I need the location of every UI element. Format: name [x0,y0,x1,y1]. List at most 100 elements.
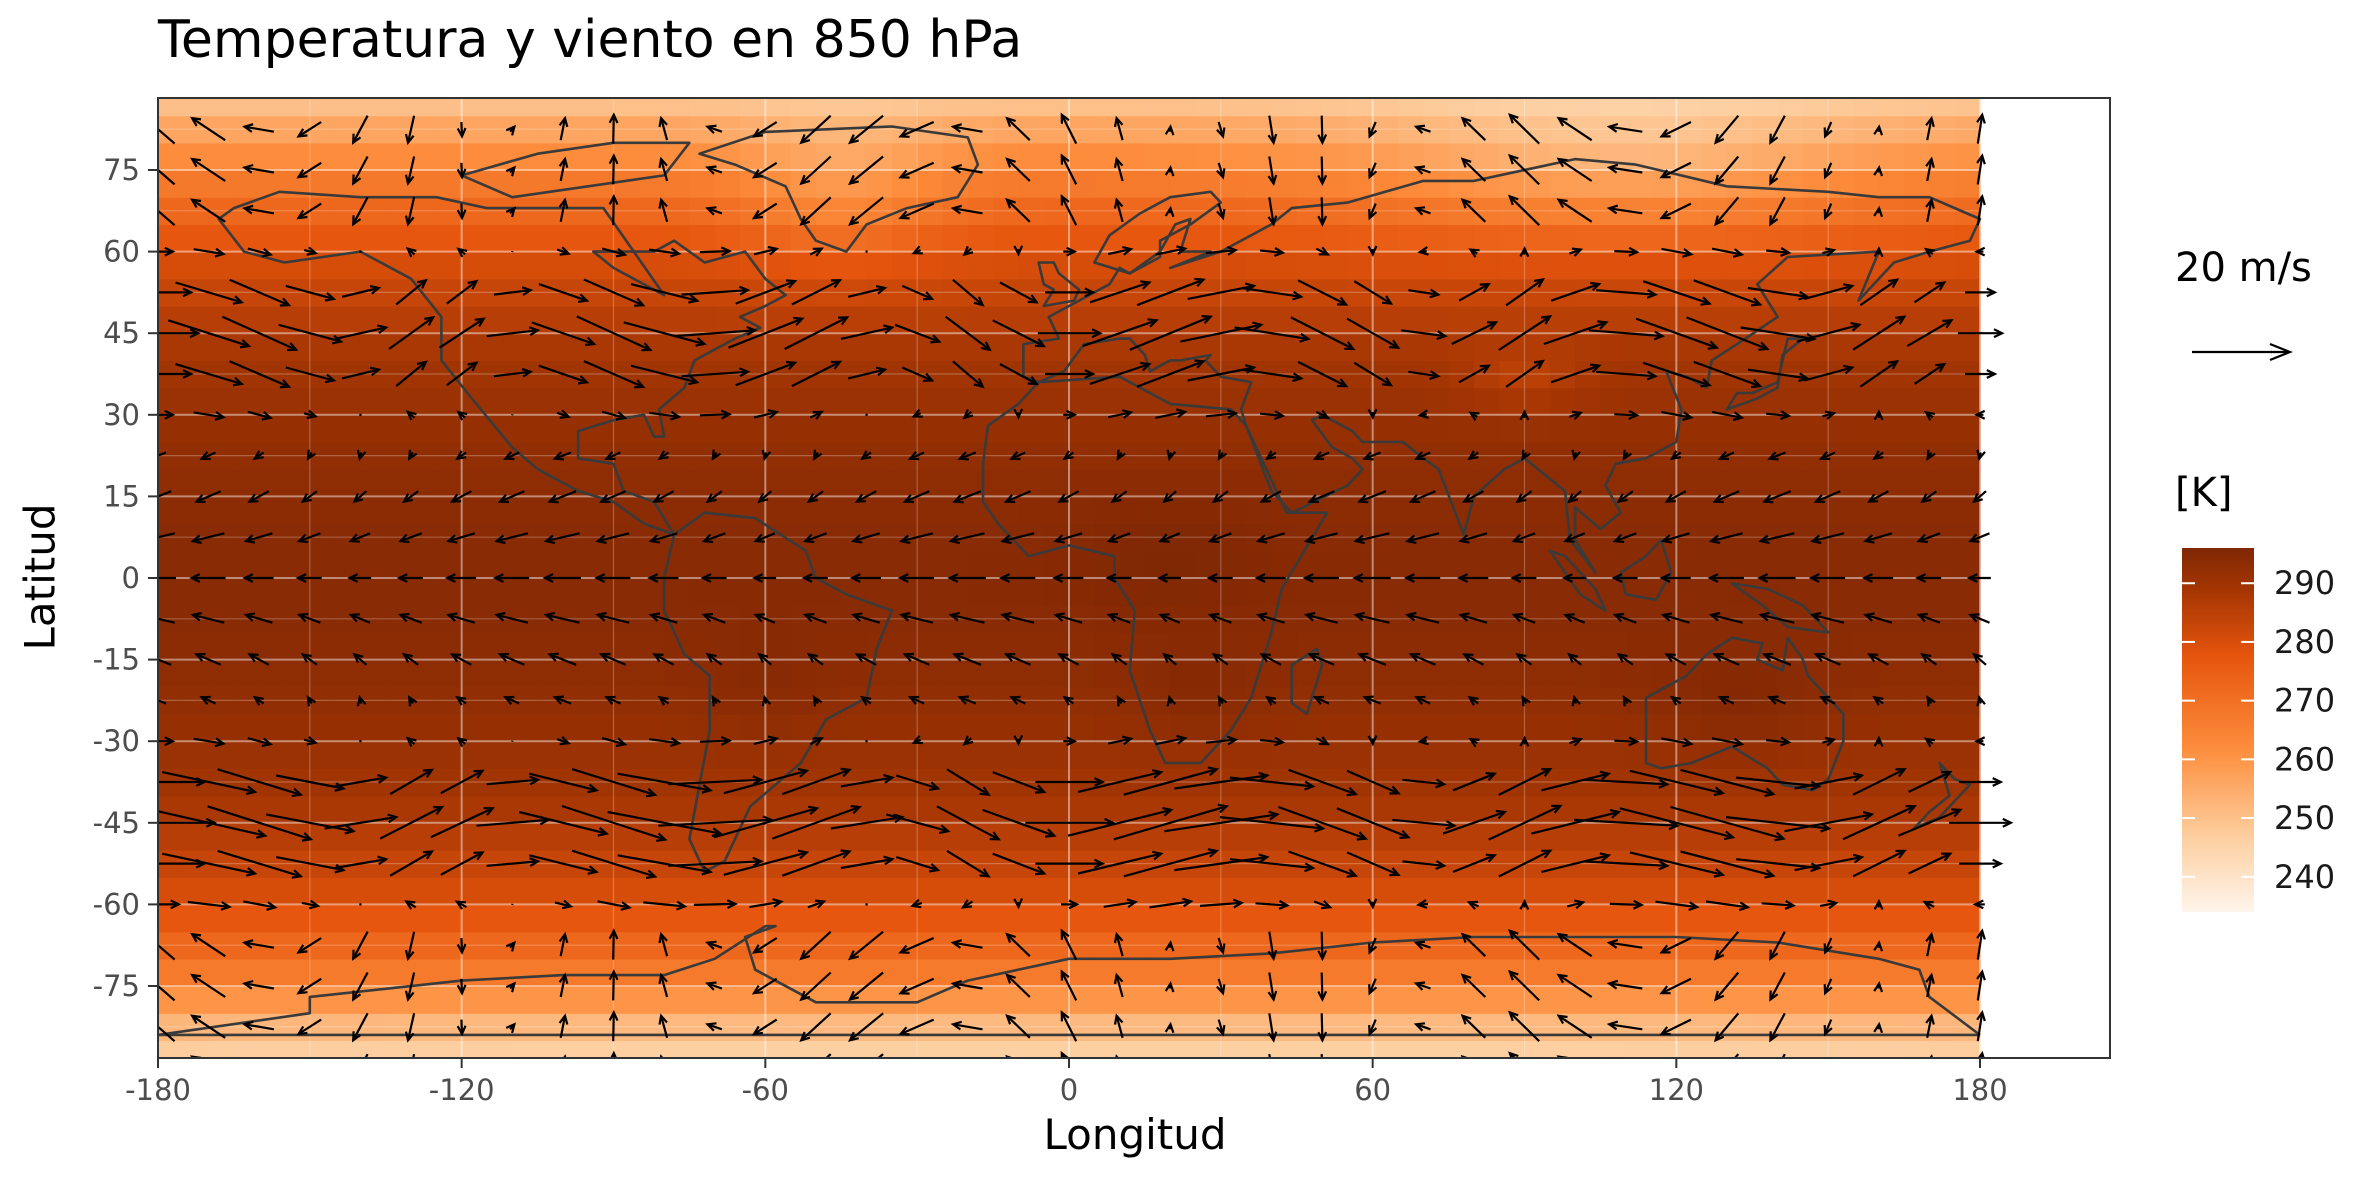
heatmap-cell [461,333,488,361]
heatmap-cell [1499,1040,1526,1058]
heatmap-cell [1398,550,1424,579]
heatmap-cell [1398,224,1424,253]
heatmap-cell [537,958,564,987]
heatmap-cell [411,768,437,797]
wind-arrow [1166,1065,1174,1074]
heatmap-cell [1347,578,1374,606]
heatmap-cell [461,251,488,280]
heatmap-cell [815,850,842,878]
heatmap-cell [1170,142,1197,171]
vector-scale-label: 20 m/s [2175,245,2312,291]
heatmap-cell [815,1013,842,1041]
heatmap-cell [1853,98,1880,117]
heatmap-cell [411,98,437,117]
heatmap-cell [309,523,336,552]
heatmap-cell [1625,986,1652,1014]
heatmap-cell [158,741,184,769]
heatmap-cell [461,632,488,661]
heatmap-cell [284,986,311,1014]
heatmap-cell [891,659,918,688]
heatmap-cell [1828,496,1855,525]
heatmap-cell [1499,659,1526,688]
heatmap-cell [942,714,969,742]
heatmap-cell [1069,877,1095,905]
heatmap-cell [942,904,969,933]
heatmap-cell [1878,469,1905,497]
heatmap-cell [588,333,615,361]
heatmap-cell [1651,714,1677,742]
heatmap-cell [208,877,235,905]
heatmap-cell [1296,469,1323,497]
heatmap-cell [512,98,539,117]
heatmap-cell [740,170,766,198]
heatmap-cell [233,822,260,851]
heatmap-cell [183,578,210,606]
heatmap-cell [360,550,387,579]
heatmap-cell [1195,822,1222,851]
heatmap-cell [714,958,741,987]
heatmap-cell [233,578,260,606]
heatmap-cell [259,224,286,253]
heatmap-cell [1499,822,1526,851]
colorbar-tick-label: 280 [2274,623,2335,661]
heatmap-cell [309,632,336,661]
heatmap-cell [284,469,311,497]
heatmap-cell [1195,904,1222,933]
heatmap-cell [537,822,564,851]
heatmap-cell [208,170,235,198]
heatmap-cell [815,98,842,117]
heatmap-cell [1448,632,1475,661]
heatmap-cell [1954,98,1981,117]
heatmap-cell [208,958,235,987]
heatmap-cell [487,333,513,361]
heatmap-cell [1372,98,1399,117]
heatmap-cell [259,98,286,117]
colorbar-tick-label: 290 [2274,564,2335,602]
heatmap-cell [967,877,994,905]
heatmap-cell [942,822,969,851]
heatmap-cell [1676,142,1703,171]
heatmap-cell [917,414,944,443]
heatmap-cell [1904,387,1930,416]
heatmap-cell [309,904,336,933]
heatmap-cell [1878,986,1905,1014]
heatmap-cell [1018,578,1045,606]
heatmap-cell [1220,1040,1247,1058]
heatmap-cell [335,578,361,606]
heatmap-cell [1043,632,1070,661]
heatmap-cell [1676,632,1703,661]
heatmap-cell [1220,822,1247,851]
heatmap-cell [866,333,893,361]
heatmap-cell [461,850,488,878]
heatmap-cell [1701,469,1728,497]
heatmap-cell [1246,958,1272,987]
heatmap-cell [588,387,615,416]
heatmap-cell [1170,1013,1197,1041]
heatmap-cell [588,550,615,579]
heatmap-cell [1018,931,1045,960]
heatmap-cell [309,877,336,905]
heatmap-cell [512,931,539,960]
heatmap-cell [1069,578,1095,606]
heatmap-cell [335,98,361,117]
heatmap-cell [259,523,286,552]
heatmap-cell [1473,387,1500,416]
heatmap-cell [461,224,488,253]
heatmap-cell [411,795,437,824]
heatmap-cell [1144,931,1171,960]
heatmap-cell [385,1040,412,1058]
heatmap-cell [183,224,210,253]
heatmap-cell [613,306,640,334]
y-tick-label: 75 [103,153,140,187]
heatmap-cell [1322,741,1348,769]
heatmap-cell [1929,931,1956,960]
heatmap-cell [1625,822,1652,851]
heatmap-cell [360,142,387,171]
heatmap-cell [259,387,286,416]
heatmap-cell [1246,251,1272,280]
heatmap-cell [967,414,994,443]
heatmap-cell [1802,306,1829,334]
heatmap-cell [1423,1013,1450,1041]
heatmap-cell [765,741,792,769]
heatmap-cell [1423,306,1450,334]
